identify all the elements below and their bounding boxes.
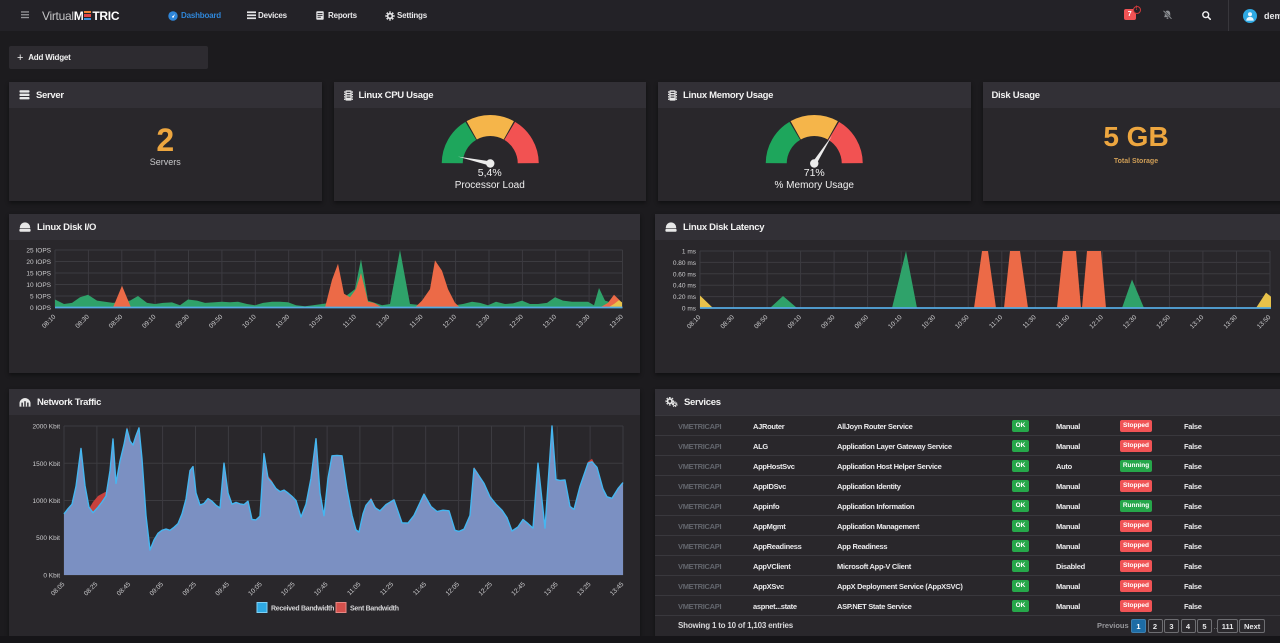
svg-text:12:45: 12:45	[510, 581, 527, 598]
svg-text:08:45: 08:45	[116, 581, 133, 598]
svg-text:Received Bandwidth: Received Bandwidth	[271, 606, 334, 613]
svg-text:0.80 ms: 0.80 ms	[673, 260, 697, 267]
svg-text:13:10: 13:10	[542, 313, 559, 330]
svg-text:5 IOPS: 5 IOPS	[30, 294, 52, 301]
svg-text:08:30: 08:30	[74, 313, 91, 330]
svg-text:08:05: 08:05	[50, 581, 67, 598]
svg-text:09:50: 09:50	[854, 314, 871, 331]
svg-text:12:25: 12:25	[477, 581, 494, 598]
svg-text:12:05: 12:05	[445, 581, 462, 598]
svg-text:09:10: 09:10	[787, 314, 804, 331]
svg-text:0.20 ms: 0.20 ms	[673, 294, 697, 301]
svg-text:11:30: 11:30	[1022, 314, 1038, 330]
svg-text:15 IOPS: 15 IOPS	[26, 271, 51, 278]
svg-text:13:45: 13:45	[609, 581, 626, 598]
svg-text:1 ms: 1 ms	[682, 249, 697, 256]
svg-text:13:30: 13:30	[1222, 314, 1239, 331]
svg-text:12:30: 12:30	[1122, 314, 1139, 331]
svg-text:08:50: 08:50	[753, 314, 770, 331]
svg-text:09:30: 09:30	[174, 313, 191, 330]
svg-text:0.40 ms: 0.40 ms	[673, 283, 697, 290]
svg-text:09:30: 09:30	[820, 314, 837, 331]
svg-text:13:10: 13:10	[1189, 314, 1206, 331]
svg-text:12:30: 12:30	[475, 313, 492, 330]
svg-text:08:10: 08:10	[41, 313, 58, 330]
svg-text:20 IOPS: 20 IOPS	[26, 259, 51, 266]
svg-text:0 Kbit: 0 Kbit	[43, 573, 60, 580]
svg-text:13:25: 13:25	[576, 581, 593, 598]
svg-text:Sent Bandwidth: Sent Bandwidth	[350, 606, 399, 613]
svg-text:10:05: 10:05	[247, 581, 264, 598]
svg-text:10:10: 10:10	[887, 314, 904, 331]
svg-text:08:50: 08:50	[108, 313, 125, 330]
svg-text:12:10: 12:10	[442, 313, 459, 330]
svg-text:08:30: 08:30	[719, 314, 736, 331]
svg-text:11:30: 11:30	[375, 313, 391, 329]
svg-text:10:30: 10:30	[275, 313, 292, 330]
svg-text:10:30: 10:30	[921, 314, 938, 331]
svg-text:0.60 ms: 0.60 ms	[673, 271, 697, 278]
svg-text:10:10: 10:10	[241, 313, 258, 330]
svg-text:1500 Kbit: 1500 Kbit	[33, 461, 61, 468]
svg-text:09:05: 09:05	[149, 581, 166, 598]
svg-text:1000 Kbit: 1000 Kbit	[33, 498, 61, 505]
svg-text:11:10: 11:10	[988, 314, 1004, 330]
svg-text:11:10: 11:10	[342, 313, 358, 329]
svg-text:11:05: 11:05	[346, 581, 362, 597]
svg-text:0 ms: 0 ms	[682, 306, 697, 313]
svg-text:500 Kbit: 500 Kbit	[36, 535, 60, 542]
svg-text:11:50: 11:50	[1055, 314, 1071, 330]
svg-text:13:50: 13:50	[608, 313, 625, 330]
svg-text:12:50: 12:50	[508, 313, 525, 330]
svg-text:11:45: 11:45	[412, 581, 428, 597]
svg-text:10:25: 10:25	[280, 581, 297, 598]
svg-text:09:50: 09:50	[208, 313, 225, 330]
svg-text:13:30: 13:30	[575, 313, 592, 330]
svg-text:12:10: 12:10	[1088, 314, 1105, 331]
svg-text:09:25: 09:25	[181, 581, 198, 598]
svg-text:08:25: 08:25	[83, 581, 100, 598]
svg-text:10 IOPS: 10 IOPS	[26, 282, 51, 289]
svg-text:09:10: 09:10	[141, 313, 158, 330]
svg-text:10:50: 10:50	[954, 314, 971, 331]
svg-text:10:45: 10:45	[313, 581, 330, 598]
svg-text:12:50: 12:50	[1155, 314, 1172, 331]
svg-text:09:45: 09:45	[214, 581, 231, 598]
svg-text:08:10: 08:10	[686, 314, 703, 331]
svg-text:11:50: 11:50	[408, 313, 424, 329]
svg-text:25 IOPS: 25 IOPS	[26, 248, 51, 255]
svg-text:13:50: 13:50	[1256, 314, 1273, 331]
svg-text:0 IOPS: 0 IOPS	[30, 305, 52, 312]
svg-text:2000 Kbit: 2000 Kbit	[33, 424, 61, 431]
svg-text:13:05: 13:05	[543, 581, 560, 598]
svg-text:11:25: 11:25	[379, 581, 395, 597]
svg-text:10:50: 10:50	[308, 313, 325, 330]
